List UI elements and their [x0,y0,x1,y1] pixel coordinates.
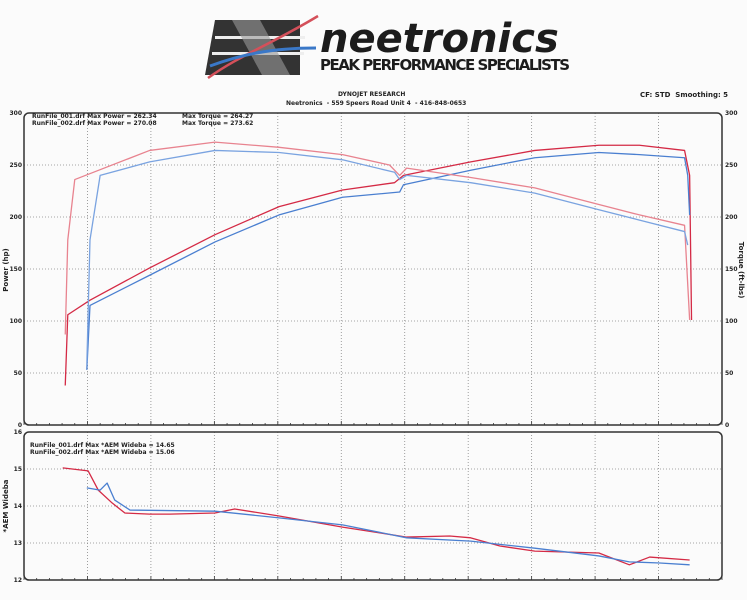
report-title: DYNOJET RESEARCH [338,91,406,98]
y-tick-label: 14 [14,503,22,510]
y2-tick-label: 150 [725,266,738,273]
legend-run1-power: RunFile_001.drf Max Power = 262.34 [32,113,157,120]
plot-frame [23,112,723,426]
y2-tick-label: 100 [725,318,738,325]
y2-tick-label: 300 [725,110,738,117]
y-tick-label: 100 [9,318,22,325]
y2-tick-label: 0 [725,422,729,429]
legend-run1-torque: Max Torque = 264.27 [182,113,254,120]
y-axis-label-afr: *AEM Wideba [2,479,10,532]
series-line [86,482,690,566]
y-axis-label-torque: Torque (ft-lbs) [737,242,745,299]
y-tick-label: 0 [18,422,22,429]
series-line [62,467,690,566]
y2-tick-label: 200 [725,214,738,221]
logo-tagline: PEAK PERFORMANCE SPECIALISTS [320,56,570,74]
series-line [86,151,691,370]
y-tick-label: 250 [9,162,22,169]
y-tick-label: 12 [14,577,22,584]
y2-tick-label: 50 [725,370,733,377]
y2-tick-label: 250 [725,162,738,169]
y-tick-label: 16 [14,429,22,436]
y-tick-label: 150 [9,266,22,273]
y-axis-label-power: Power (hp) [2,248,10,291]
report-settings: CF: STD Smoothing: 5 [640,91,729,99]
series-line [64,144,693,386]
series-line [86,149,689,365]
y-tick-label: 15 [14,466,22,473]
legend-run2-torque: Max Torque = 273.62 [182,120,254,127]
neetronics-logo: neetronics PEAK PERFORMANCE SPECIALISTS [205,14,570,80]
series-line [64,141,691,335]
plot-frame [23,431,723,581]
y-tick-label: 13 [14,540,22,547]
y-tick-label: 50 [14,370,22,377]
legend-run1-afr: RunFile_001.drf Max *AEM Wideba = 14.65 [30,442,175,449]
legend-run2-afr: RunFile_002.drf Max *AEM Wideba = 15.06 [30,449,175,456]
y-tick-label: 300 [9,110,22,117]
y-tick-label: 200 [9,214,22,221]
logo-brand: neetronics [320,16,559,62]
legend-run2-power: RunFile_002.drf Max Power = 270.08 [32,120,157,127]
report-subtitle: Neetronics - 559 Speers Road Unit 4 - 41… [286,100,467,107]
